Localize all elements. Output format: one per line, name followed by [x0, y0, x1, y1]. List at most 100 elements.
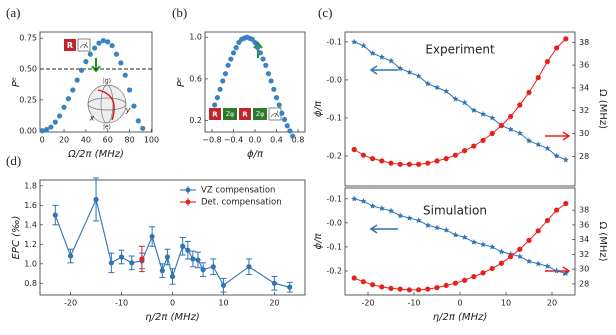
- pulse-label: Zφ: [256, 111, 264, 118]
- point: [271, 86, 277, 92]
- point: [397, 161, 403, 167]
- pulse-r-label: R: [67, 41, 73, 50]
- point: [554, 207, 560, 213]
- point: [105, 39, 111, 45]
- point: [471, 273, 477, 280]
- x-tick-label: -20: [361, 299, 374, 308]
- y-tick-label: 0.2: [189, 116, 202, 125]
- point: [526, 89, 532, 96]
- point: [424, 80, 431, 87]
- y-axis-label: Pᵉ: [176, 77, 187, 87]
- point: [74, 77, 80, 83]
- point: [489, 114, 496, 121]
- x-tick-label: 20: [59, 136, 69, 145]
- x-tick-label: 20: [269, 299, 279, 308]
- point: [443, 156, 449, 162]
- point: [479, 110, 487, 117]
- point: [140, 125, 146, 131]
- point: [93, 196, 99, 203]
- legend-label: VZ compensation: [201, 186, 275, 196]
- point: [70, 87, 76, 93]
- point: [290, 133, 296, 139]
- point: [553, 267, 560, 274]
- arrow: [91, 58, 101, 73]
- x-tick-label: 0: [170, 299, 175, 308]
- x-tick-label: 40: [81, 136, 91, 145]
- bloch-sphere: [87, 84, 127, 124]
- point: [200, 267, 206, 273]
- x-tick-label: -10: [407, 299, 420, 308]
- point: [452, 152, 458, 158]
- point: [406, 214, 413, 221]
- axis-y-label: y: [125, 106, 131, 115]
- point: [257, 50, 263, 56]
- point: [195, 257, 201, 263]
- point: [131, 103, 137, 109]
- panel-title: Simulation: [423, 204, 487, 218]
- point: [370, 156, 376, 162]
- point: [526, 237, 532, 243]
- y-tick-label: -0.2: [326, 266, 342, 275]
- point: [87, 51, 93, 57]
- point: [462, 148, 468, 154]
- y-tick-label: -0.1: [326, 242, 342, 251]
- plot-frame: [39, 31, 153, 133]
- y2-tick-label: 38: [579, 206, 589, 215]
- point: [378, 205, 385, 212]
- point: [61, 104, 67, 110]
- panel-label: (c): [318, 5, 332, 20]
- point: [544, 59, 551, 65]
- point: [96, 40, 102, 46]
- point: [507, 126, 514, 132]
- x-tick-label: 0.0: [249, 136, 262, 145]
- point: [233, 45, 239, 51]
- plot-frame: [344, 31, 576, 187]
- y2-tick-label: 32: [579, 250, 589, 259]
- panel-title: Experiment: [425, 43, 495, 57]
- y2-tick-label: 34: [579, 235, 589, 244]
- point: [57, 113, 63, 119]
- x-axis-label: ϕ/π: [247, 149, 264, 160]
- point: [360, 279, 366, 285]
- y2-axis-label: Ω (MHz): [597, 89, 608, 129]
- point: [498, 260, 504, 266]
- point: [149, 233, 155, 240]
- point: [169, 273, 176, 280]
- y-tick-label: 0.75: [19, 34, 37, 43]
- point: [67, 253, 74, 259]
- point: [387, 57, 395, 64]
- panel-label: (d): [6, 153, 21, 168]
- point: [563, 200, 569, 207]
- point: [452, 231, 459, 238]
- point: [433, 224, 441, 231]
- point: [268, 78, 274, 84]
- point: [535, 141, 542, 148]
- axis-arrow: [369, 224, 398, 234]
- point: [489, 243, 496, 250]
- y-tick-label: 1.0: [24, 259, 37, 268]
- point: [416, 161, 422, 167]
- point: [351, 38, 358, 45]
- series-line: [353, 38, 567, 165]
- x-tick-label: 0: [40, 136, 45, 145]
- y2-tick-label: 28: [579, 279, 589, 288]
- point: [462, 277, 468, 283]
- point: [470, 107, 477, 113]
- x-tick-label: 0: [457, 299, 462, 308]
- point: [370, 282, 376, 288]
- point: [461, 234, 468, 240]
- point: [470, 238, 477, 245]
- point: [443, 226, 450, 233]
- point: [480, 137, 486, 143]
- point: [351, 146, 357, 153]
- x-tick-label: −0.8: [202, 136, 221, 145]
- x-tick-label: -10: [115, 299, 128, 308]
- x-tick-label: -20: [64, 299, 77, 308]
- x-tick-label: 100: [144, 136, 159, 145]
- point: [553, 152, 560, 159]
- point: [406, 69, 413, 75]
- y-tick-label: 1.4: [24, 220, 37, 229]
- y-tick-label: 0.00: [19, 126, 37, 135]
- x-axis-label: Ω/2π (MHz): [67, 149, 124, 160]
